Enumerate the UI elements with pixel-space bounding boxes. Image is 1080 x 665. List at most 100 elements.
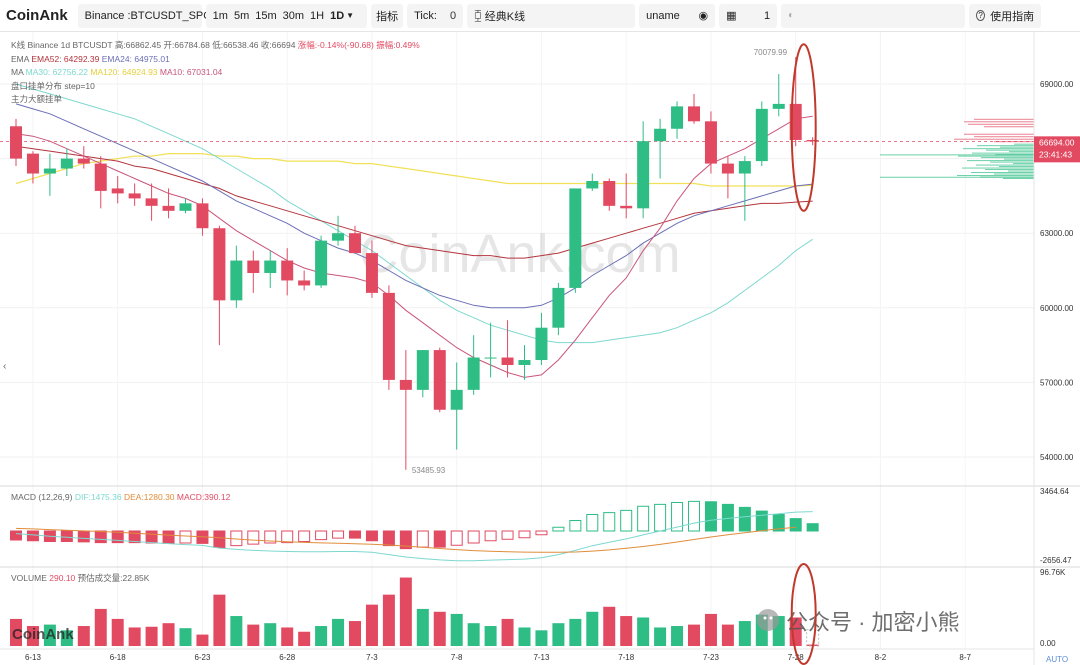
opacity-slider[interactable]: ◐: [781, 3, 966, 28]
candle-body: [433, 350, 446, 410]
candle-body: [704, 121, 717, 164]
layout-selector[interactable]: ▦ 1: [719, 3, 778, 28]
price-tick-label: 63000.00: [1040, 229, 1074, 238]
guide-button[interactable]: ? 使用指南: [969, 3, 1042, 28]
macd-histogram-bar: [77, 530, 90, 543]
interval-1d[interactable]: 1D: [330, 9, 345, 22]
tick-label: Tick:: [414, 9, 437, 22]
macd-label: MACD: [11, 492, 36, 502]
candle-body: [671, 106, 684, 129]
orderbook-bid-bar: [972, 152, 1034, 154]
volume-bar: [264, 623, 277, 646]
macd-histogram-bar: [247, 530, 260, 545]
ema24-line: [15, 103, 813, 309]
candle-body: [569, 188, 582, 288]
volume-bar: [688, 624, 700, 646]
volume-bar: [620, 616, 633, 646]
axes: 69000.0066000.0063000.0060000.0057000.00…: [25, 80, 1074, 662]
slider-handle-icon[interactable]: ◐: [788, 10, 795, 21]
chart-area[interactable]: CoinAnk.com 69000.0066000.0063000.006000…: [0, 32, 1080, 665]
date-tick-label: 6-28: [279, 653, 296, 662]
ema24-value: EMA24: 64975.01: [102, 54, 170, 64]
volume-bar: [450, 613, 463, 646]
price-tick-label: 69000.00: [1040, 80, 1074, 89]
interval-1m[interactable]: 1m: [212, 9, 228, 22]
candle-body: [128, 193, 141, 199]
user-selector[interactable]: uname ◉: [639, 3, 716, 28]
macd-histogram-bar: [399, 530, 412, 550]
orderbook-bid-bar: [981, 157, 1034, 159]
macd-histogram-bar: [620, 509, 633, 532]
macd-histogram-bar: [518, 530, 531, 539]
macd-histogram-bar: [755, 510, 768, 532]
candle-body: [620, 205, 633, 209]
macd-histogram-bar: [552, 526, 565, 532]
macd-histogram-bar: [162, 530, 175, 544]
orderbook-bid-bar: [1009, 151, 1034, 153]
candle-body: [60, 158, 73, 169]
candle-body: [179, 203, 192, 211]
candle-body: [162, 205, 175, 211]
price-tick-label: 54000.00: [1040, 453, 1074, 462]
svg-text:MACD (12,26,9) DIF:1475.36 DE: MACD (12,26,9) DIF:1475.36 DEA:1280.30 M…: [11, 492, 231, 502]
chart-type-label: 经典K线: [484, 10, 526, 23]
volume-bar: [365, 604, 378, 646]
ma120-value: MA120: 64924.93: [90, 67, 157, 77]
chart-svg[interactable]: CoinAnk.com 69000.0066000.0063000.006000…: [0, 32, 1080, 665]
macd-histogram-bar: [637, 505, 650, 532]
chevron-down-icon[interactable]: ▼: [346, 11, 355, 20]
interval-30m[interactable]: 30m: [282, 9, 305, 22]
volume-bar: [501, 618, 514, 646]
candle-body: [349, 233, 361, 254]
candle-body: [10, 126, 22, 159]
date-tick-label: 6-23: [194, 653, 211, 662]
indicators-button[interactable]: 指标: [371, 3, 404, 28]
orderbook-bid-bar: [1013, 163, 1034, 165]
volume-bar: [332, 618, 345, 646]
low-price-note: 53485.93: [412, 466, 446, 475]
date-tick-label: 7-8: [451, 653, 463, 662]
chart-type-selector[interactable]: ⧮ 经典K线: [467, 3, 636, 28]
dea-line: [15, 526, 796, 553]
eye-icon[interactable]: ◉: [698, 10, 709, 22]
volume-bar: [535, 630, 548, 646]
kline-open: 开:66784.68: [164, 40, 211, 50]
candles: [10, 57, 819, 470]
macd-histogram-bar: [484, 530, 497, 542]
interval-15m[interactable]: 15m: [255, 9, 277, 22]
tick-value: 0: [449, 9, 457, 22]
candle-body: [77, 158, 90, 164]
macd-histogram-bar: [586, 514, 599, 532]
volume-bar: [467, 623, 480, 646]
orderbook-bid-bar: [1008, 170, 1034, 172]
candle-body: [416, 350, 429, 390]
orderbook-bid-bar: [1000, 146, 1034, 148]
macd-histogram-bar: [688, 500, 700, 532]
wechat-account: 公众号 · 加密小熊: [786, 610, 960, 635]
candle-body: [213, 228, 226, 301]
interval-5m[interactable]: 5m: [233, 9, 250, 22]
ma10-value: MA10: 67031.04: [160, 67, 223, 77]
volume-bar: [162, 623, 175, 646]
date-tick-label: 7-13: [533, 653, 550, 662]
macd-histogram-bar: [94, 530, 107, 544]
volume-bar: [179, 628, 192, 646]
current-price: 66694.00: [1039, 137, 1075, 147]
macd-histogram-bar: [315, 530, 328, 541]
scroll-left-icon[interactable]: ‹: [3, 361, 6, 372]
candle-body: [518, 360, 531, 365]
orderbook-bid-bar: [963, 148, 1034, 150]
candle-body: [399, 379, 412, 390]
tick-control[interactable]: Tick: 0: [407, 3, 464, 28]
volume-bar: [738, 621, 751, 646]
orderbook-bid-bar: [1004, 158, 1034, 160]
ema-label: EMA: [11, 54, 30, 64]
macd-histogram-bar: [349, 530, 361, 539]
volume-bar: [145, 626, 158, 646]
app-logo: CoinAnk: [6, 7, 68, 24]
ma30-line: [15, 83, 813, 344]
symbol-selector[interactable]: Binance :BTCUSDT_SPOT: [77, 3, 219, 28]
candle-body: [264, 260, 277, 273]
auto-scale-toggle[interactable]: AUTO: [1046, 655, 1068, 664]
interval-1h[interactable]: 1H: [310, 9, 325, 22]
